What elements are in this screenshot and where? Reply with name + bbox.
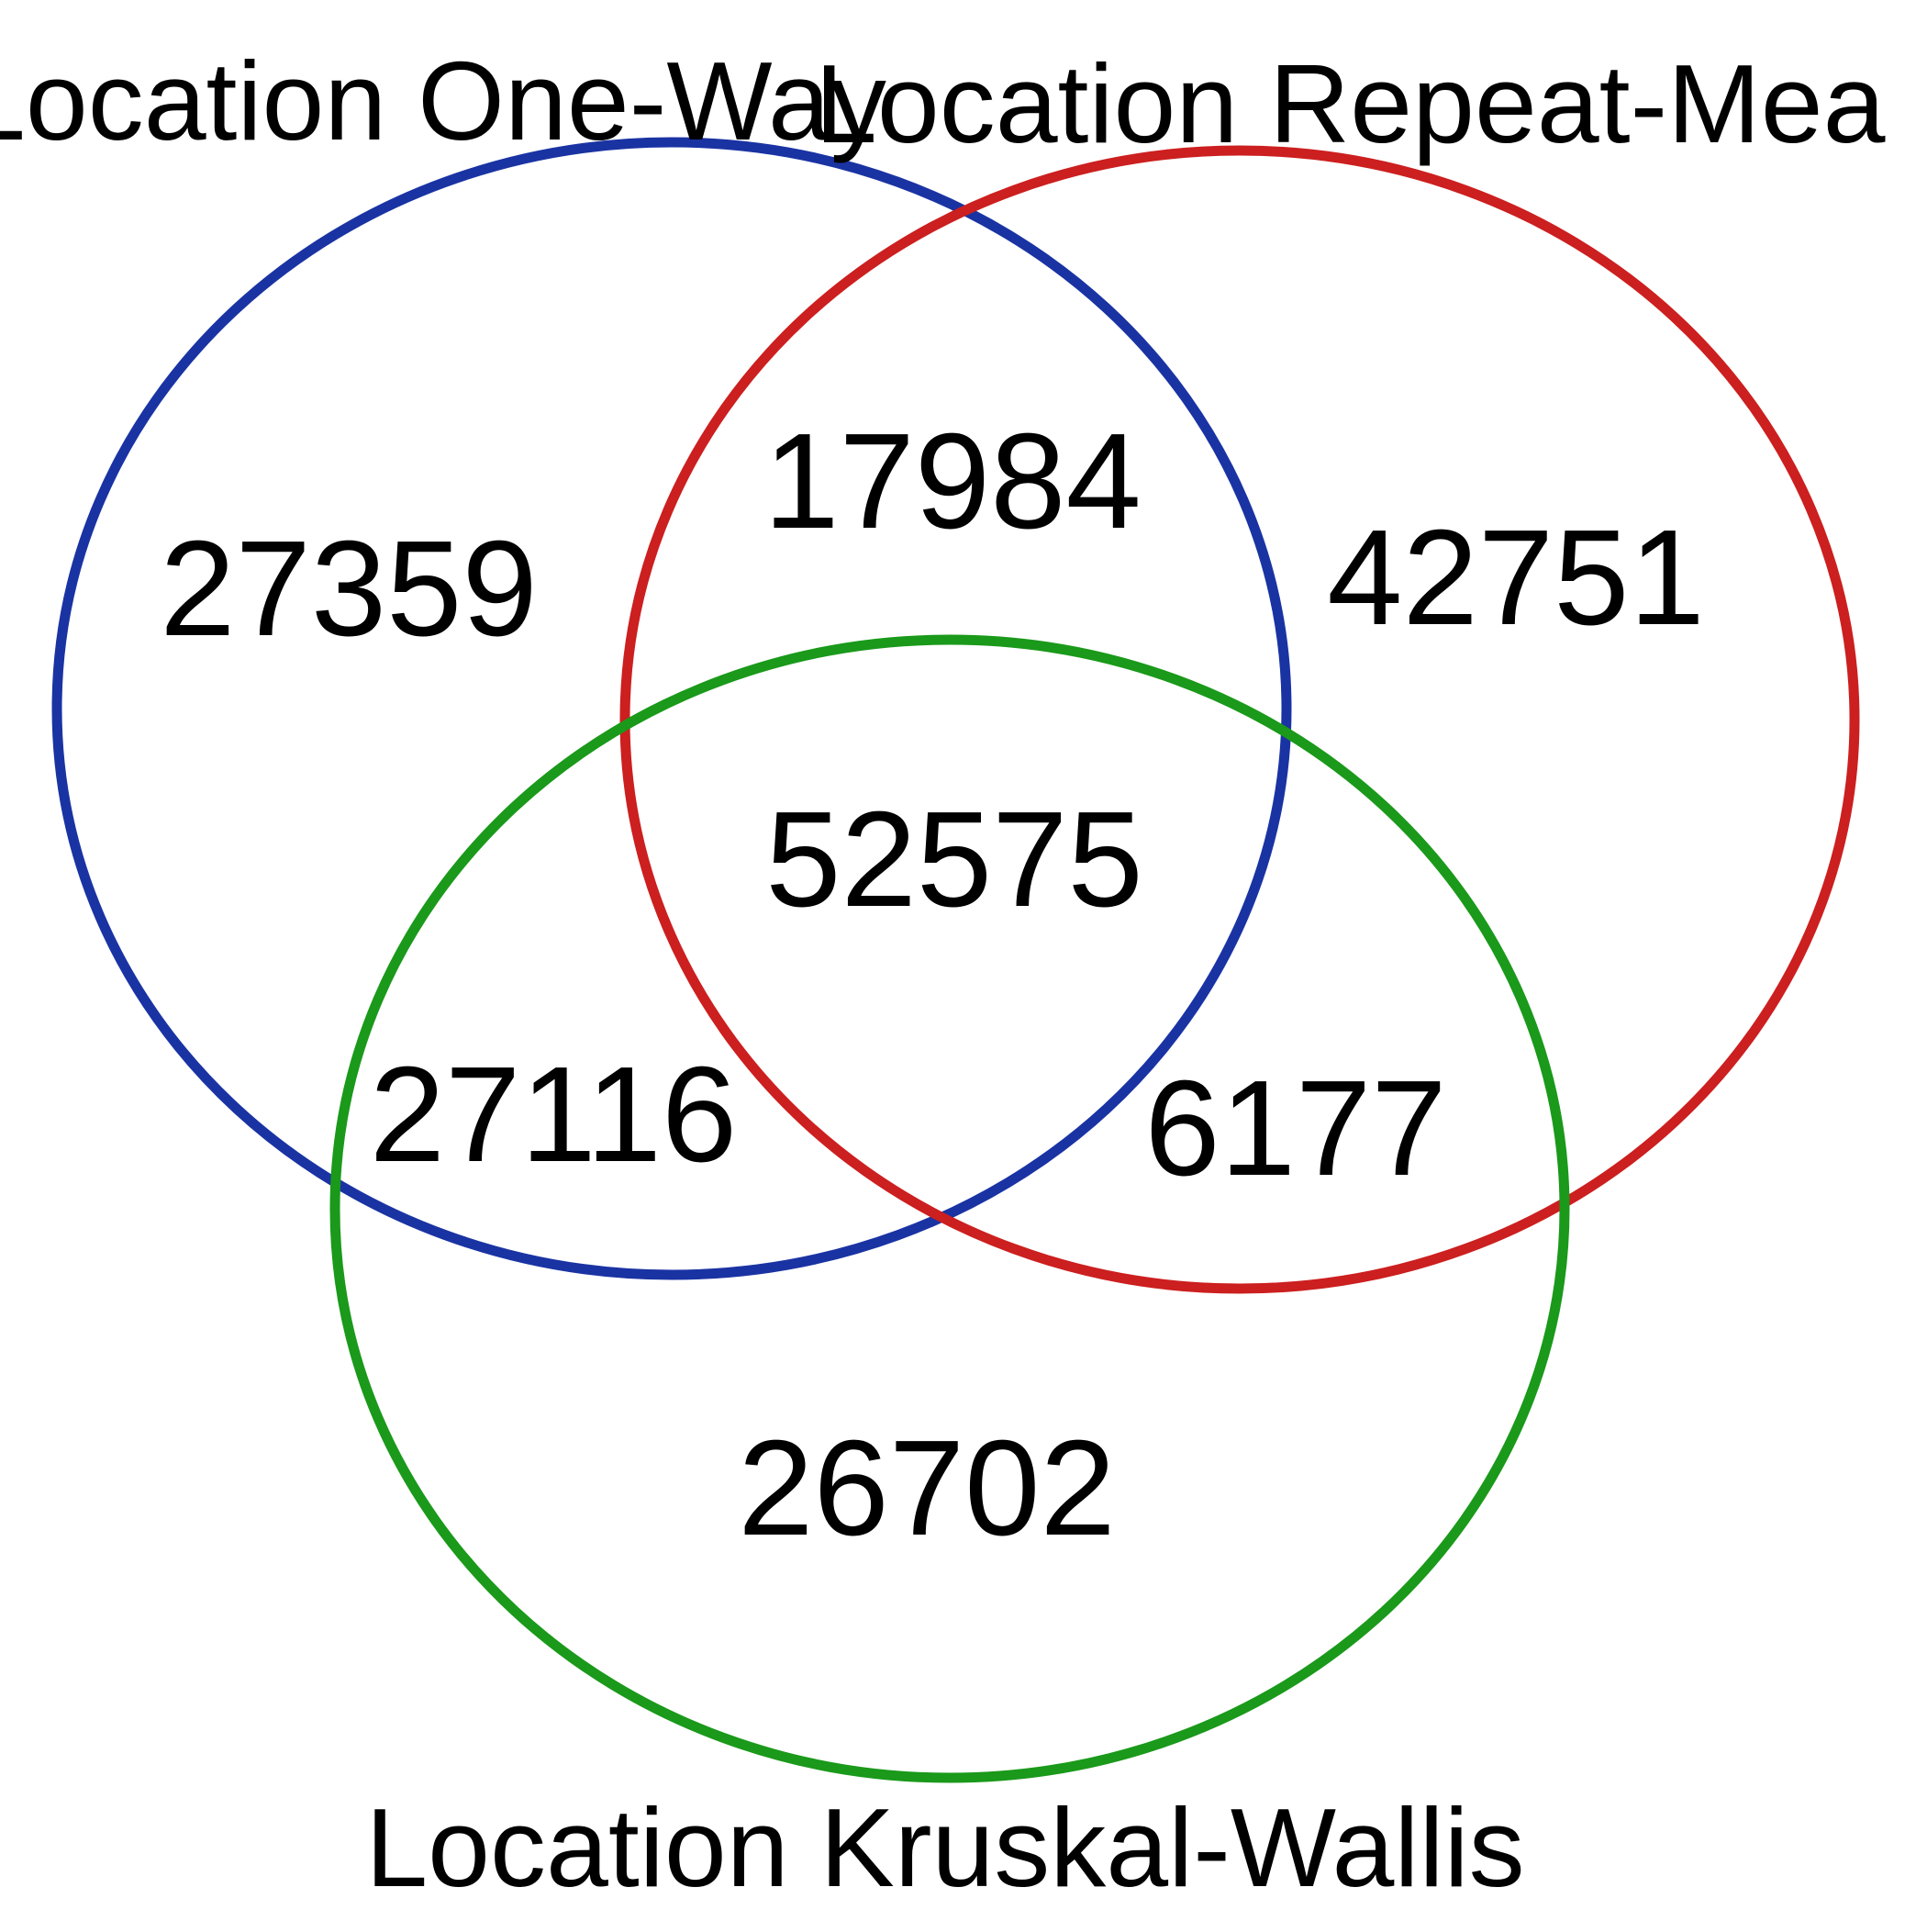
region-count-one-way-and-repeat-measures: 17984 (763, 406, 1142, 557)
region-count-kruskal-wallis-only: 26702 (738, 1413, 1116, 1564)
region-count-all-three: 52575 (765, 784, 1143, 935)
set-one-way-ellipse (51, 137, 1292, 1280)
set-kruskal-wallis-ellipse (329, 634, 1570, 1783)
region-count-one-way-and-kruskal-wallis: 27116 (370, 1039, 738, 1190)
region-count-repeat-measures-and-kruskal-wallis: 6177 (1144, 1053, 1446, 1204)
set-repeat-measures-ellipse (619, 145, 1860, 1294)
region-count-repeat-measures-only: 42751 (1327, 502, 1705, 653)
set-label-one-way: Location One-Way (0, 39, 886, 163)
set-label-kruskal-wallis: Location Kruskal-Wallis (365, 1785, 1524, 1910)
set-label-repeat-measures: Location Repeat-Mea (815, 41, 1886, 166)
region-count-one-way-only: 27359 (160, 513, 538, 664)
